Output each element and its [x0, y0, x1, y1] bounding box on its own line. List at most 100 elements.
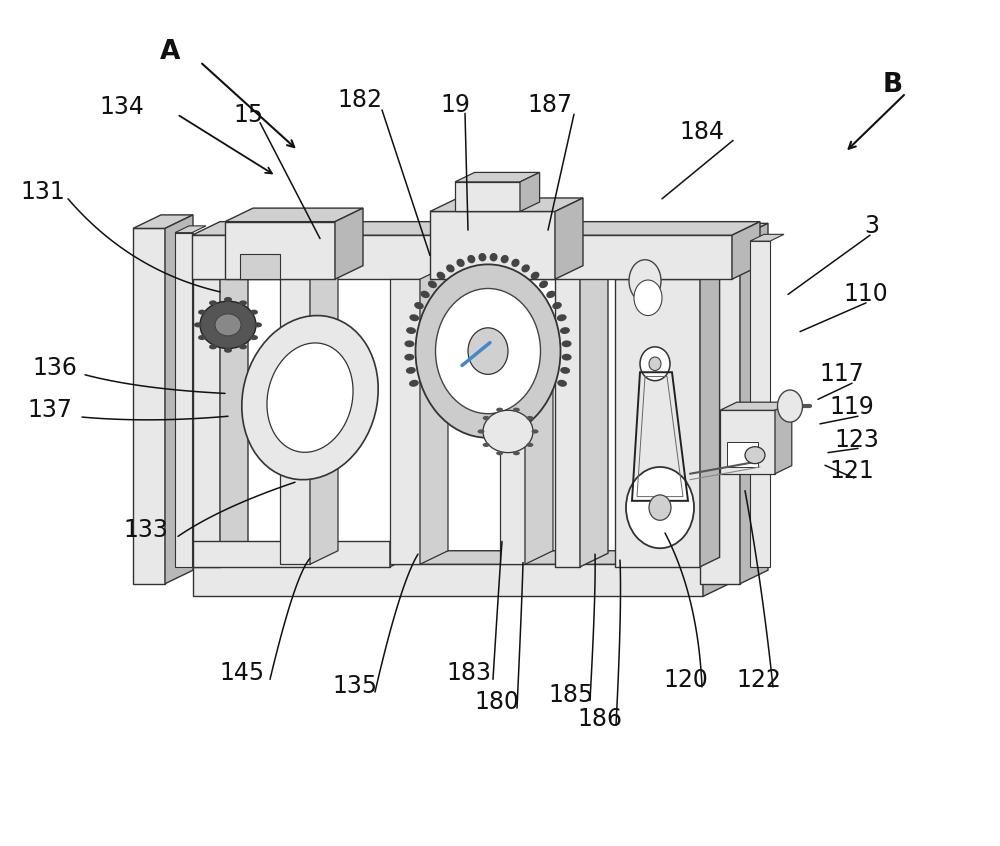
Text: B: B	[883, 72, 903, 97]
Text: 131: 131	[21, 180, 65, 204]
Ellipse shape	[209, 300, 217, 305]
Polygon shape	[430, 198, 583, 212]
Polygon shape	[193, 551, 731, 564]
Ellipse shape	[250, 335, 258, 340]
Text: 133: 133	[124, 518, 168, 541]
Ellipse shape	[468, 328, 508, 375]
Ellipse shape	[557, 314, 567, 321]
Text: 122: 122	[737, 668, 781, 692]
Ellipse shape	[521, 264, 530, 272]
Polygon shape	[310, 266, 338, 564]
Polygon shape	[430, 212, 555, 279]
Polygon shape	[700, 237, 740, 584]
Polygon shape	[193, 541, 390, 567]
Ellipse shape	[209, 344, 217, 349]
Polygon shape	[175, 226, 206, 233]
Polygon shape	[193, 279, 220, 567]
Polygon shape	[700, 223, 768, 237]
Ellipse shape	[557, 380, 567, 387]
Text: 119: 119	[830, 395, 874, 419]
Ellipse shape	[483, 442, 490, 447]
Polygon shape	[133, 215, 193, 228]
Ellipse shape	[406, 327, 416, 334]
Ellipse shape	[198, 335, 206, 340]
Ellipse shape	[467, 255, 475, 263]
Ellipse shape	[501, 255, 509, 263]
Polygon shape	[192, 235, 732, 279]
Ellipse shape	[254, 322, 262, 327]
Polygon shape	[555, 235, 580, 567]
Text: 185: 185	[548, 683, 594, 706]
Polygon shape	[615, 270, 720, 279]
Ellipse shape	[416, 265, 560, 438]
Text: 135: 135	[332, 674, 378, 698]
Polygon shape	[720, 410, 775, 474]
Text: 121: 121	[830, 459, 874, 483]
Ellipse shape	[496, 408, 503, 412]
Text: 137: 137	[28, 398, 72, 422]
Polygon shape	[225, 208, 363, 222]
Ellipse shape	[478, 253, 486, 261]
Ellipse shape	[496, 451, 503, 455]
Ellipse shape	[562, 340, 572, 347]
Ellipse shape	[634, 280, 662, 316]
Ellipse shape	[560, 327, 570, 334]
Ellipse shape	[649, 495, 671, 520]
Text: 186: 186	[578, 707, 622, 731]
Ellipse shape	[531, 272, 539, 279]
Ellipse shape	[428, 281, 437, 288]
Text: 3: 3	[864, 214, 880, 238]
Polygon shape	[740, 223, 768, 584]
Ellipse shape	[483, 416, 490, 420]
Ellipse shape	[239, 300, 247, 305]
Polygon shape	[133, 228, 165, 584]
Ellipse shape	[513, 451, 520, 455]
Polygon shape	[775, 402, 792, 474]
Ellipse shape	[404, 354, 414, 360]
Ellipse shape	[409, 314, 419, 321]
Ellipse shape	[562, 354, 572, 360]
Polygon shape	[280, 279, 310, 564]
Text: 184: 184	[680, 120, 724, 144]
Ellipse shape	[539, 281, 548, 288]
Ellipse shape	[490, 253, 498, 261]
Polygon shape	[220, 266, 248, 567]
Ellipse shape	[194, 322, 202, 327]
Polygon shape	[555, 198, 583, 279]
Polygon shape	[580, 222, 608, 567]
Ellipse shape	[437, 272, 445, 279]
Text: 182: 182	[338, 88, 382, 112]
Circle shape	[745, 447, 765, 464]
Ellipse shape	[546, 291, 556, 298]
Polygon shape	[727, 442, 758, 467]
Ellipse shape	[526, 442, 533, 447]
Ellipse shape	[513, 408, 520, 412]
Ellipse shape	[404, 340, 414, 347]
Text: 15: 15	[233, 103, 263, 127]
Polygon shape	[192, 222, 760, 235]
Circle shape	[483, 410, 533, 453]
Ellipse shape	[532, 430, 538, 434]
Ellipse shape	[478, 430, 484, 434]
Circle shape	[215, 314, 241, 336]
Ellipse shape	[526, 416, 533, 420]
Ellipse shape	[626, 467, 694, 548]
Text: 123: 123	[835, 428, 879, 452]
Polygon shape	[165, 215, 193, 584]
Ellipse shape	[414, 302, 424, 310]
Ellipse shape	[456, 259, 465, 267]
Polygon shape	[750, 241, 770, 567]
Polygon shape	[225, 222, 335, 279]
Ellipse shape	[649, 357, 661, 371]
Polygon shape	[700, 270, 720, 567]
Polygon shape	[615, 279, 700, 567]
Text: 145: 145	[219, 662, 265, 685]
Polygon shape	[750, 234, 784, 241]
Ellipse shape	[198, 310, 206, 315]
Text: A: A	[160, 40, 180, 65]
Ellipse shape	[239, 344, 247, 349]
Ellipse shape	[250, 310, 258, 315]
Ellipse shape	[446, 264, 455, 272]
Text: 180: 180	[475, 690, 520, 714]
Polygon shape	[390, 279, 420, 564]
